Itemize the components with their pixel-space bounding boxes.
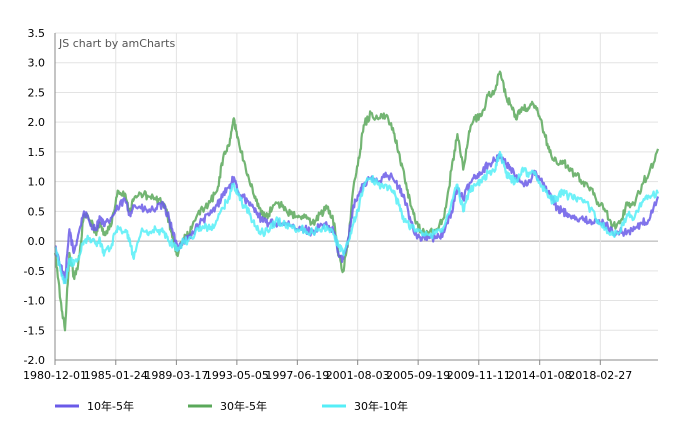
y-tick-label: 3.0 <box>28 57 46 70</box>
series-line-2[interactable] <box>54 150 660 285</box>
y-tick-label: -1.0 <box>24 295 45 308</box>
y-tick-label: 2.5 <box>28 86 46 99</box>
y-tick-label: -2.0 <box>24 354 45 367</box>
series-layer <box>53 70 660 332</box>
legend-item[interactable]: 10年-5年 <box>55 399 134 413</box>
chart-credit[interactable]: JS chart by amCharts <box>58 37 175 50</box>
legend-label: 30年-10年 <box>354 399 408 413</box>
y-tick-label: 3.5 <box>28 27 46 40</box>
x-tick-label: 2005-09-19 <box>386 369 450 382</box>
y-tick-label: 0.5 <box>28 205 46 218</box>
x-tick-label: 1985-01-24 <box>84 369 148 382</box>
legend-label: 10年-5年 <box>87 399 134 413</box>
y-tick-label: -1.5 <box>24 324 45 337</box>
axis-layer: 3.5 3.0 2.5 2.0 1.5 1.0 0.5 0.0 -0.5 -1.0 -1.5 -2.0… <box>23 27 658 382</box>
x-tick-label: 2018-02-27 <box>568 369 632 382</box>
x-tick-label: 1980-12-01 <box>23 369 87 382</box>
x-tick-label: 2009-11-11 <box>447 369 511 382</box>
x-tick-label: 1997-06-19 <box>265 369 329 382</box>
y-tick-label: 0.0 <box>28 235 46 248</box>
x-tick-label: 2014-01-08 <box>508 369 572 382</box>
y-tick-label: -0.5 <box>24 265 45 278</box>
legend-item[interactable]: 30年-5年 <box>188 399 267 413</box>
x-tick-label: 1993-05-05 <box>205 369 269 382</box>
legend-item[interactable]: 30年-10年 <box>322 399 408 413</box>
x-tick-label: 1989-03-17 <box>144 369 208 382</box>
y-tick-label: 1.5 <box>28 146 46 159</box>
legend-label: 30年-5年 <box>220 399 267 413</box>
x-tick-label: 2001-08-03 <box>326 369 390 382</box>
y-tick-label: 1.0 <box>28 176 46 189</box>
chart-legend: 10年-5年 30年-5年 30年-10年 <box>55 399 408 413</box>
series-line-1[interactable] <box>53 70 660 332</box>
y-tick-label: 2.0 <box>28 116 46 129</box>
